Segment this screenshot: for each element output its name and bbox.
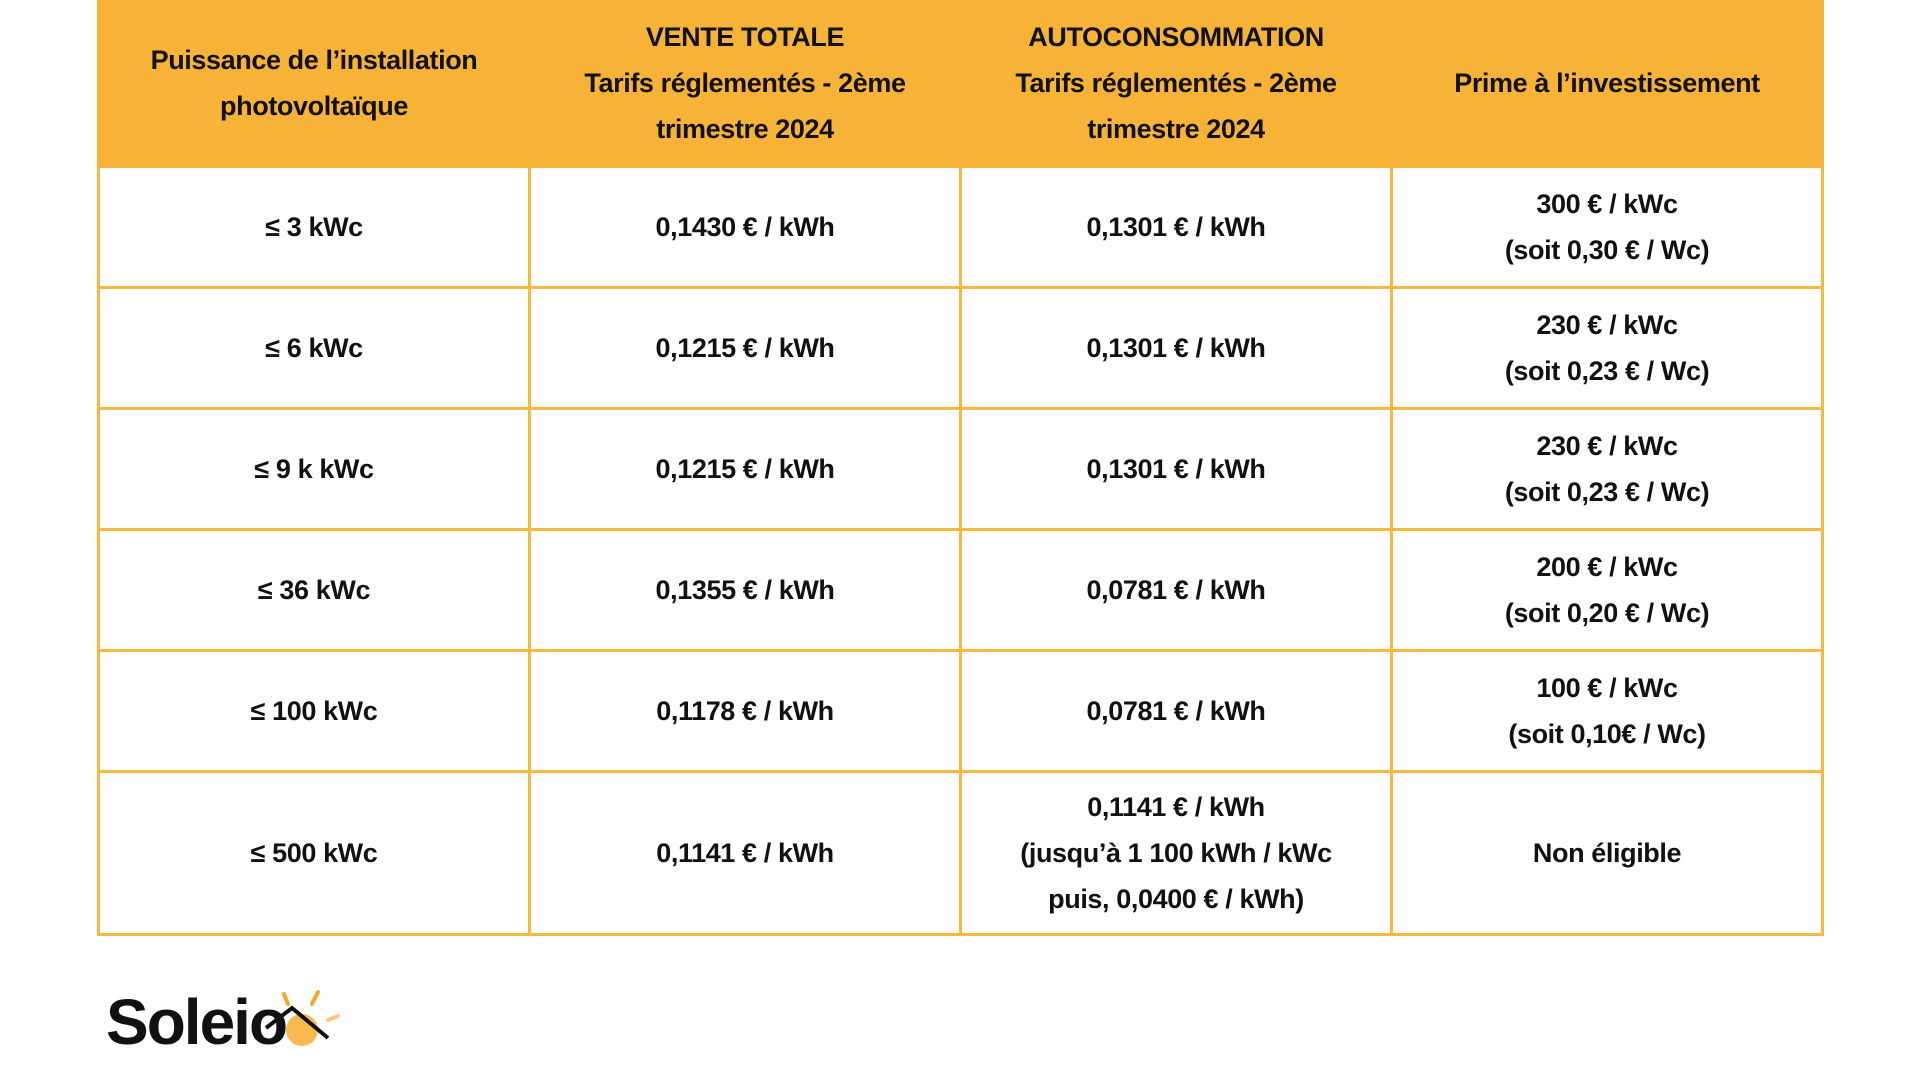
tariff-table: Puissance de l’installation photovoltaïqu… [97,0,1824,936]
cell-vente-totale: 0,1430 € / kWh [528,165,962,289]
sun-roof-icon [264,990,340,1046]
cell-autoconsommation: 0,0781 € / kWh [959,528,1393,652]
header-row: Puissance de l’installation photovoltaïqu… [97,0,1824,168]
soleio-logo: Soleio [106,982,346,1062]
cell-power: ≤ 36 kWc [97,528,531,652]
cell-autoconsommation: 0,0781 € / kWh [959,649,1393,773]
cell-autoconsommation: 0,1301 € / kWh [959,407,1393,531]
cell-vente-totale: 0,1215 € / kWh [528,407,962,531]
cell-vente-totale: 0,1178 € / kWh [528,649,962,773]
cell-power: ≤ 500 kWc [97,770,531,936]
cell-vente-totale: 0,1141 € / kWh [528,770,962,936]
cell-prime: 100 € / kWc (soit 0,10€ / Wc) [1390,649,1824,773]
logo-text: Soleio [106,986,288,1058]
table-row: ≤ 36 kWc 0,1355 € / kWh 0,0781 € / kWh 200 … [97,528,1824,652]
cell-prime: 230 € / kWc (soit 0,23 € / Wc) [1390,407,1824,531]
table-row: ≤ 100 kWc 0,1178 € / kWh 0,0781 € / kWh 100… [97,649,1824,773]
table-row: ≤ 3 kWc 0,1430 € / kWh 0,1301 € / kWh 300 €… [97,165,1824,289]
cell-vente-totale: 0,1215 € / kWh [528,286,962,410]
cell-power: ≤ 9 k kWc [97,407,531,531]
header-vente-totale: VENTE TOTALE Tarifs réglementés - 2ème tri… [528,0,962,168]
cell-autoconsommation: 0,1141 € / kWh (jusqu’à 1 100 kWh / kWc pu… [959,770,1393,936]
cell-autoconsommation: 0,1301 € / kWh [959,165,1393,289]
table-row: ≤ 500 kWc 0,1141 € / kWh 0,1141 € / kWh (ju… [97,770,1824,936]
cell-power: ≤ 3 kWc [97,165,531,289]
cell-prime: 300 € / kWc (soit 0,30 € / Wc) [1390,165,1824,289]
header-prime: Prime à l’investissement [1390,0,1824,168]
table-row: ≤ 9 k kWc 0,1215 € / kWh 0,1301 € / kWh 230… [97,407,1824,531]
cell-prime: Non éligible [1390,770,1824,936]
cell-prime: 200 € / kWc (soit 0,20 € / Wc) [1390,528,1824,652]
cell-vente-totale: 0,1355 € / kWh [528,528,962,652]
cell-autoconsommation: 0,1301 € / kWh [959,286,1393,410]
cell-power: ≤ 6 kWc [97,286,531,410]
header-autoconsommation: AUTOCONSOMMATION Tarifs réglementés - 2èm… [959,0,1393,168]
header-power: Puissance de l’installation photovoltaïqu… [97,0,531,168]
cell-power: ≤ 100 kWc [97,649,531,773]
table-row: ≤ 6 kWc 0,1215 € / kWh 0,1301 € / kWh 230 €… [97,286,1824,410]
cell-prime: 230 € / kWc (soit 0,23 € / Wc) [1390,286,1824,410]
